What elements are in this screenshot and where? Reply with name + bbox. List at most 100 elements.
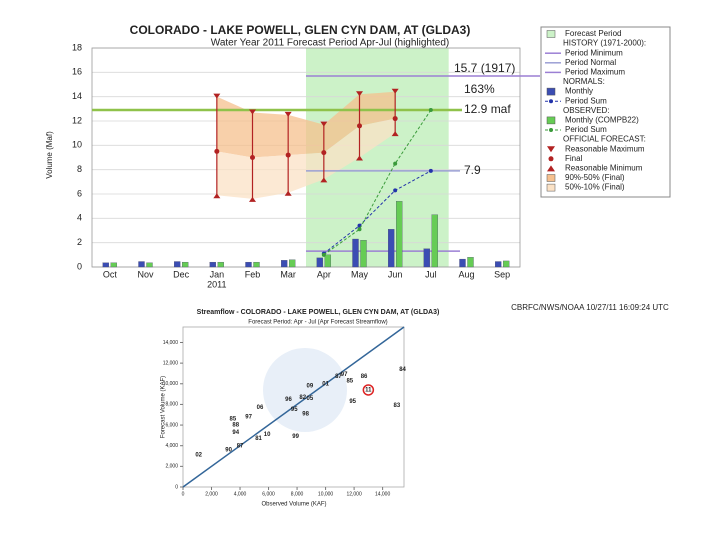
y-tick-label: 0 [175, 484, 178, 490]
point-label: 90 [225, 447, 232, 453]
period-sum-point [357, 227, 362, 232]
legend-swatch [546, 87, 556, 96]
y-tick-label: 12 [72, 115, 82, 125]
highlight-ring [362, 384, 375, 396]
forecast-final [214, 148, 220, 154]
x-tick-label: Aug [458, 269, 474, 279]
point-label: 99 [292, 434, 299, 440]
legend-label: 90%-50% (Final) [565, 173, 625, 182]
chart-title: COLORADO - LAKE POWELL, GLEN CYN DAM, AT… [130, 23, 471, 37]
bar [174, 261, 181, 268]
forecast-min [356, 155, 363, 161]
legend-label: Period Normal [565, 58, 616, 67]
period-sum-point [321, 252, 326, 257]
y-tick-label: 0 [77, 261, 82, 271]
y-tick-label: 10 [72, 140, 82, 150]
point-label: 87 [335, 374, 342, 380]
point-label: 81 [255, 436, 262, 442]
bar [396, 201, 403, 268]
legend-box [540, 26, 671, 198]
reference-label: 7.9 [464, 163, 481, 177]
x-tick-label: Oct [103, 269, 118, 279]
legend-label: Period Maximum [565, 68, 625, 77]
bar [360, 240, 367, 268]
point-label: 11 [365, 388, 372, 394]
bar [209, 261, 216, 268]
bar [289, 259, 296, 268]
legend-label: Period Minimum [565, 48, 623, 57]
reference-label: 15.7 (1917) [454, 61, 515, 75]
legend-swatch [547, 165, 555, 172]
y-tick-label: 2,000 [165, 464, 178, 470]
x-tick-label: 12,000 [346, 491, 362, 497]
forecast-max [249, 109, 256, 115]
point-label: 06 [257, 405, 264, 411]
bar [495, 261, 502, 268]
annotation: 163% [464, 82, 495, 96]
bar [467, 257, 474, 268]
bar [459, 258, 466, 268]
forecast-final [357, 123, 362, 129]
legend-label: Period Sum [565, 96, 607, 105]
legend-label: Reasonable Minimum [565, 164, 643, 173]
x-tick-label: Jun [388, 269, 403, 279]
y-axis-label: Forecast Volume (KAF) [161, 376, 167, 438]
period-sum-point [428, 108, 433, 113]
bar [146, 262, 153, 268]
point-label: 94 [232, 430, 239, 436]
legend-label: NORMALS: [563, 77, 605, 86]
legend-label: Forecast Period [565, 29, 621, 38]
x-axis-label: Observed Volume (KAF) [261, 502, 326, 508]
forecast-min [284, 190, 292, 196]
x-tick-label: 10,000 [318, 491, 334, 497]
point-label: 85 [346, 378, 353, 384]
bar [431, 214, 438, 268]
scatter-subtitle: Forecast Period: Apr - Jul (Apr Forecast… [248, 320, 387, 326]
bar [388, 229, 395, 268]
point-label: 02 [195, 453, 202, 459]
x-tick-label: May [351, 269, 369, 279]
point-label: 95 [349, 399, 356, 405]
legend-swatch [547, 146, 555, 153]
footer: CBRFC/NWS/NOAA 10/27/11 16:09:24 UTC [511, 303, 669, 312]
period-sum-line [323, 170, 432, 255]
bar [281, 260, 288, 268]
forecast-band [216, 118, 396, 199]
forecast-min [249, 196, 256, 202]
y-tick-label: 4 [77, 213, 82, 223]
y-tick-label: 14,000 [163, 340, 179, 346]
bar [253, 261, 260, 268]
point-label: 10 [264, 432, 271, 438]
y-tick-label: 6 [77, 188, 82, 198]
bar [503, 260, 510, 268]
y-tick-label: 8 [77, 164, 82, 174]
point-label: 87 [237, 443, 244, 449]
legend-swatch [546, 183, 556, 192]
x-tick-label: Jan [210, 269, 225, 279]
x-tick-label: Feb [245, 269, 261, 279]
period-sum-line [323, 109, 432, 256]
period-sum-point [393, 188, 398, 193]
forecast-min [320, 177, 328, 183]
y-tick-label: 16 [72, 67, 82, 77]
x-tick-label: Apr [317, 269, 331, 279]
forecast-max [391, 88, 399, 94]
legend-label: Period Sum [565, 125, 607, 134]
point-label: 82 [299, 395, 306, 401]
y-tick-label: 18 [72, 42, 82, 52]
forecast-final [285, 152, 291, 158]
point-label: 05 [307, 396, 314, 402]
bar [316, 257, 323, 268]
legend-label: Monthly [565, 87, 593, 96]
y-tick-label: 6,000 [165, 422, 178, 428]
y-tick-label: 10,000 [163, 381, 179, 387]
plot-frame [91, 47, 521, 268]
forecast-max [320, 121, 328, 127]
forecast-max [213, 93, 221, 99]
legend-label: OFFICIAL FORECAST: [563, 135, 646, 144]
forecast-final [250, 155, 255, 160]
x-tick-label: Jul [425, 269, 437, 279]
legend-swatch [546, 174, 556, 182]
point-label: 98 [302, 411, 309, 417]
